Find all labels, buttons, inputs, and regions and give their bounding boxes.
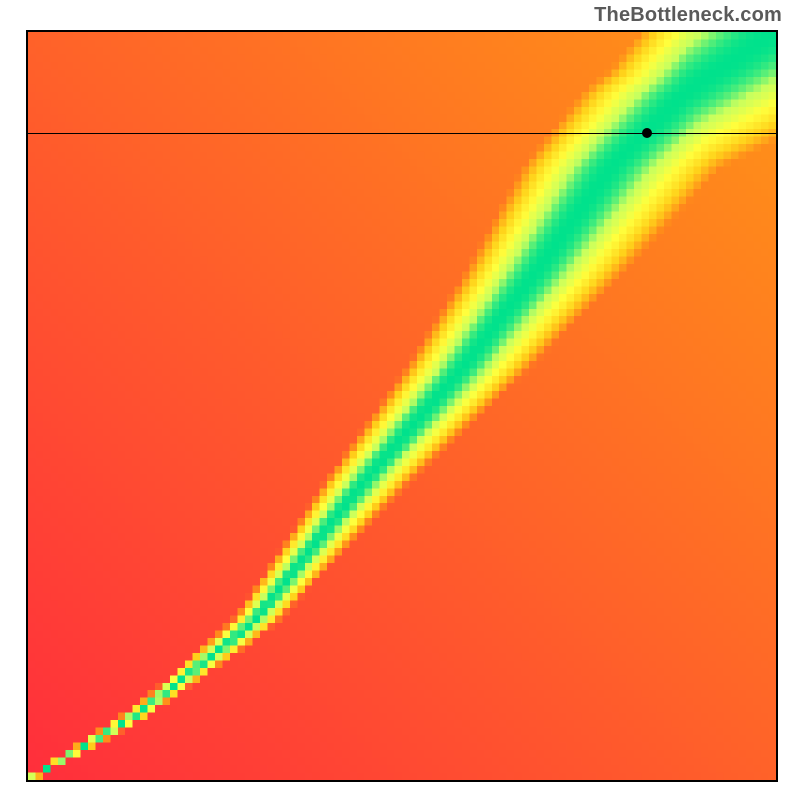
marker-dot bbox=[642, 128, 652, 138]
bottleneck-heatmap bbox=[26, 30, 778, 782]
marker-crosshair-horizontal bbox=[28, 133, 776, 134]
watermark: TheBottleneck.com bbox=[594, 4, 782, 27]
heatmap-canvas bbox=[28, 32, 776, 780]
marker-crosshair-vertical bbox=[647, 780, 648, 782]
